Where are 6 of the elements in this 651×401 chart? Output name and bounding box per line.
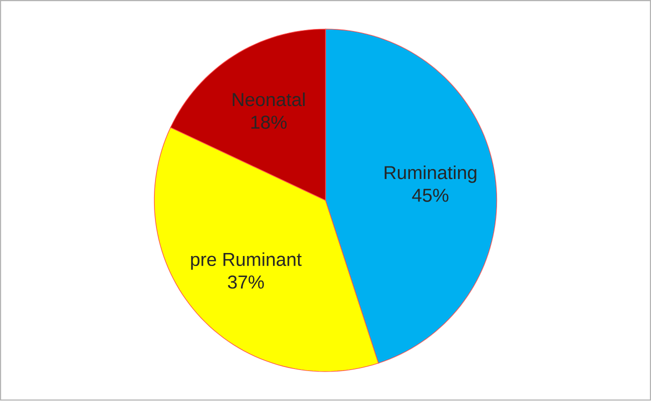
data-label: 37% bbox=[228, 276, 264, 289]
slice-label: Ruminating bbox=[384, 166, 476, 184]
data-label: 18% bbox=[251, 116, 287, 130]
data-label: 45% bbox=[412, 188, 448, 202]
slice-label: pre Ruminant bbox=[191, 252, 302, 270]
slice-label: Neonatal bbox=[232, 92, 305, 106]
